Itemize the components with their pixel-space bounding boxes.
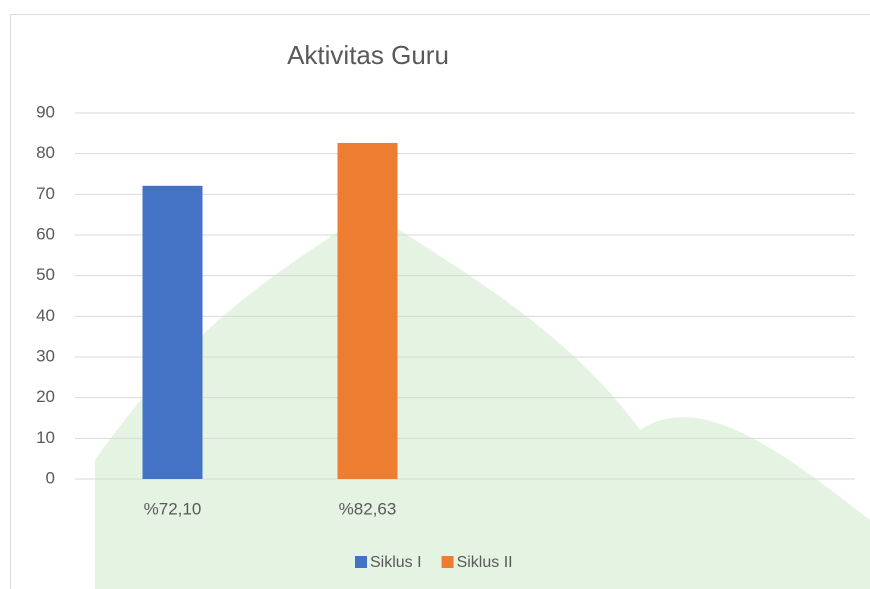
legend-swatch [442,556,454,568]
y-tick-label: 90 [36,102,55,121]
y-tick-label: 50 [36,265,55,284]
y-tick-label: 30 [36,346,55,365]
bar [143,186,203,479]
bar [338,143,398,479]
y-tick-label: 80 [36,143,55,162]
chart-title: Aktivitas Guru [287,40,449,70]
legend-label: Siklus I [370,554,422,571]
x-tick-label: %82,63 [339,499,397,518]
y-tick-label: 0 [46,468,55,487]
y-tick-label: 70 [36,184,55,203]
y-tick-label: 60 [36,224,55,243]
legend-swatch [355,556,367,568]
legend-label: Siklus II [457,554,513,571]
chart: Aktivitas Guru 0 10 20 30 40 50 60 70 80 90 %72,10… [0,0,870,589]
x-tick-label: %72,10 [144,499,202,518]
y-tick-label: 10 [36,428,55,447]
y-tick-label: 40 [36,306,55,325]
y-tick-label: 20 [36,387,55,406]
